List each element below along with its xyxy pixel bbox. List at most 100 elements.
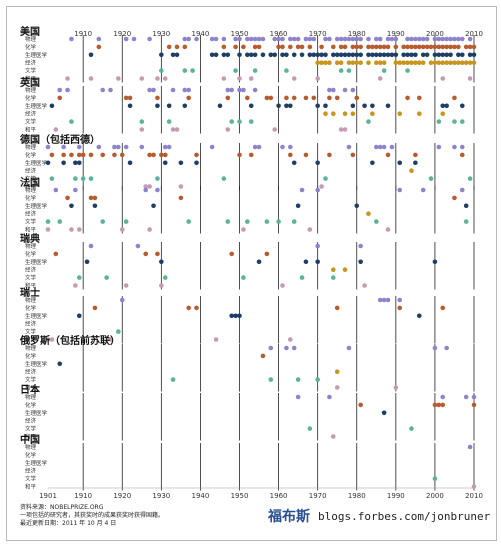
prize-dot xyxy=(252,144,258,150)
prize-dot xyxy=(248,76,254,81)
prize-dot xyxy=(432,259,438,265)
prize-dot xyxy=(459,52,465,58)
top-year-tick: 1980 xyxy=(348,30,366,38)
prize-dot xyxy=(448,44,453,50)
prize-dot xyxy=(213,36,219,42)
prize-dot xyxy=(467,36,473,42)
panel-country-label: 日本 xyxy=(20,383,41,396)
prize-dot xyxy=(139,127,145,132)
top-year-tick: 1930 xyxy=(152,30,170,38)
prize-dot xyxy=(463,203,469,209)
prize-dot xyxy=(76,227,82,232)
prize-dot xyxy=(252,44,258,50)
prize-dot xyxy=(405,60,410,65)
category-label: 文学 xyxy=(25,376,37,384)
prize-dot xyxy=(295,36,301,42)
prize-dot xyxy=(413,36,418,42)
prize-dot xyxy=(45,160,51,166)
prize-dot xyxy=(327,95,332,101)
category-label: 化学 xyxy=(25,194,37,202)
prize-dot xyxy=(104,275,109,280)
prize-dot xyxy=(127,103,133,109)
prize-dot xyxy=(229,313,234,319)
prize-dot xyxy=(135,243,141,249)
prize-dot xyxy=(159,283,164,288)
category-label: 生理医学 xyxy=(25,258,48,266)
forbes-logo: 福布斯 xyxy=(267,508,310,525)
category-label: 化学 xyxy=(25,94,37,102)
prize-dot xyxy=(69,152,74,158)
prize-dot xyxy=(440,394,446,400)
prize-dot xyxy=(346,36,352,42)
prize-dot xyxy=(409,52,414,58)
prize-dot xyxy=(323,176,328,181)
prize-dot xyxy=(452,60,457,65)
prize-dot xyxy=(389,144,395,150)
prize-dot xyxy=(381,68,387,73)
category-label: 化学 xyxy=(25,304,37,312)
prize-dot xyxy=(57,361,63,367)
prize-dot xyxy=(76,275,82,280)
prize-dot xyxy=(350,103,356,109)
prize-dot xyxy=(182,103,188,109)
prize-dot xyxy=(96,44,102,50)
prize-dot xyxy=(401,52,406,58)
prize-dot xyxy=(307,426,313,431)
prize-dot xyxy=(334,52,340,58)
prize-dot xyxy=(284,103,289,109)
prize-dot xyxy=(96,144,102,150)
prize-dot xyxy=(358,52,363,58)
prize-dot xyxy=(65,195,70,201)
prize-dot xyxy=(315,160,320,166)
prize-dot xyxy=(229,251,234,257)
bottom-year-tick: 1901 xyxy=(39,492,57,500)
prize-dot xyxy=(155,76,160,81)
category-label: 化学 xyxy=(25,151,37,159)
prize-dot xyxy=(436,402,442,408)
prize-dot xyxy=(159,52,164,58)
prize-dot xyxy=(303,95,309,101)
prize-dot xyxy=(409,60,414,65)
prize-dot xyxy=(155,95,160,101)
prize-dot xyxy=(45,227,51,232)
category-label: 和平 xyxy=(25,282,37,290)
prize-dot xyxy=(147,184,152,189)
prize-dot xyxy=(346,52,352,58)
prize-dot xyxy=(393,36,399,42)
prize-dot xyxy=(346,60,352,65)
prize-dot xyxy=(170,52,176,58)
prize-dot xyxy=(182,36,188,42)
prize-dot xyxy=(307,52,313,58)
prize-dot xyxy=(178,184,184,189)
prize-dot xyxy=(76,160,82,166)
prize-dot xyxy=(436,44,442,50)
prize-dot xyxy=(166,119,172,124)
prize-dot xyxy=(291,36,297,42)
prize-dot xyxy=(420,60,426,65)
prize-dot xyxy=(448,52,453,58)
prize-dot xyxy=(459,152,465,158)
prize-dot xyxy=(53,187,59,193)
category-label: 文学 xyxy=(25,118,37,126)
prize-dot xyxy=(358,60,363,65)
prize-dot xyxy=(315,52,320,58)
category-label: 和平 xyxy=(25,126,37,134)
prize-dot xyxy=(424,36,430,42)
prize-dot xyxy=(358,36,363,42)
prize-dot xyxy=(338,44,344,50)
prize-dot xyxy=(303,152,309,158)
prize-dot xyxy=(241,227,246,232)
prize-dot xyxy=(459,36,465,42)
category-label: 经济 xyxy=(25,467,37,475)
prize-dot xyxy=(409,36,414,42)
prize-dot xyxy=(373,144,379,150)
prize-dot xyxy=(405,52,410,58)
prize-dot xyxy=(260,353,266,359)
prize-dot xyxy=(76,152,82,158)
prize-dot xyxy=(370,44,375,50)
prize-dot xyxy=(252,87,258,93)
prize-dot xyxy=(334,369,340,375)
prize-dot xyxy=(162,275,168,280)
prize-dot xyxy=(143,251,149,257)
prize-dot xyxy=(315,243,320,249)
